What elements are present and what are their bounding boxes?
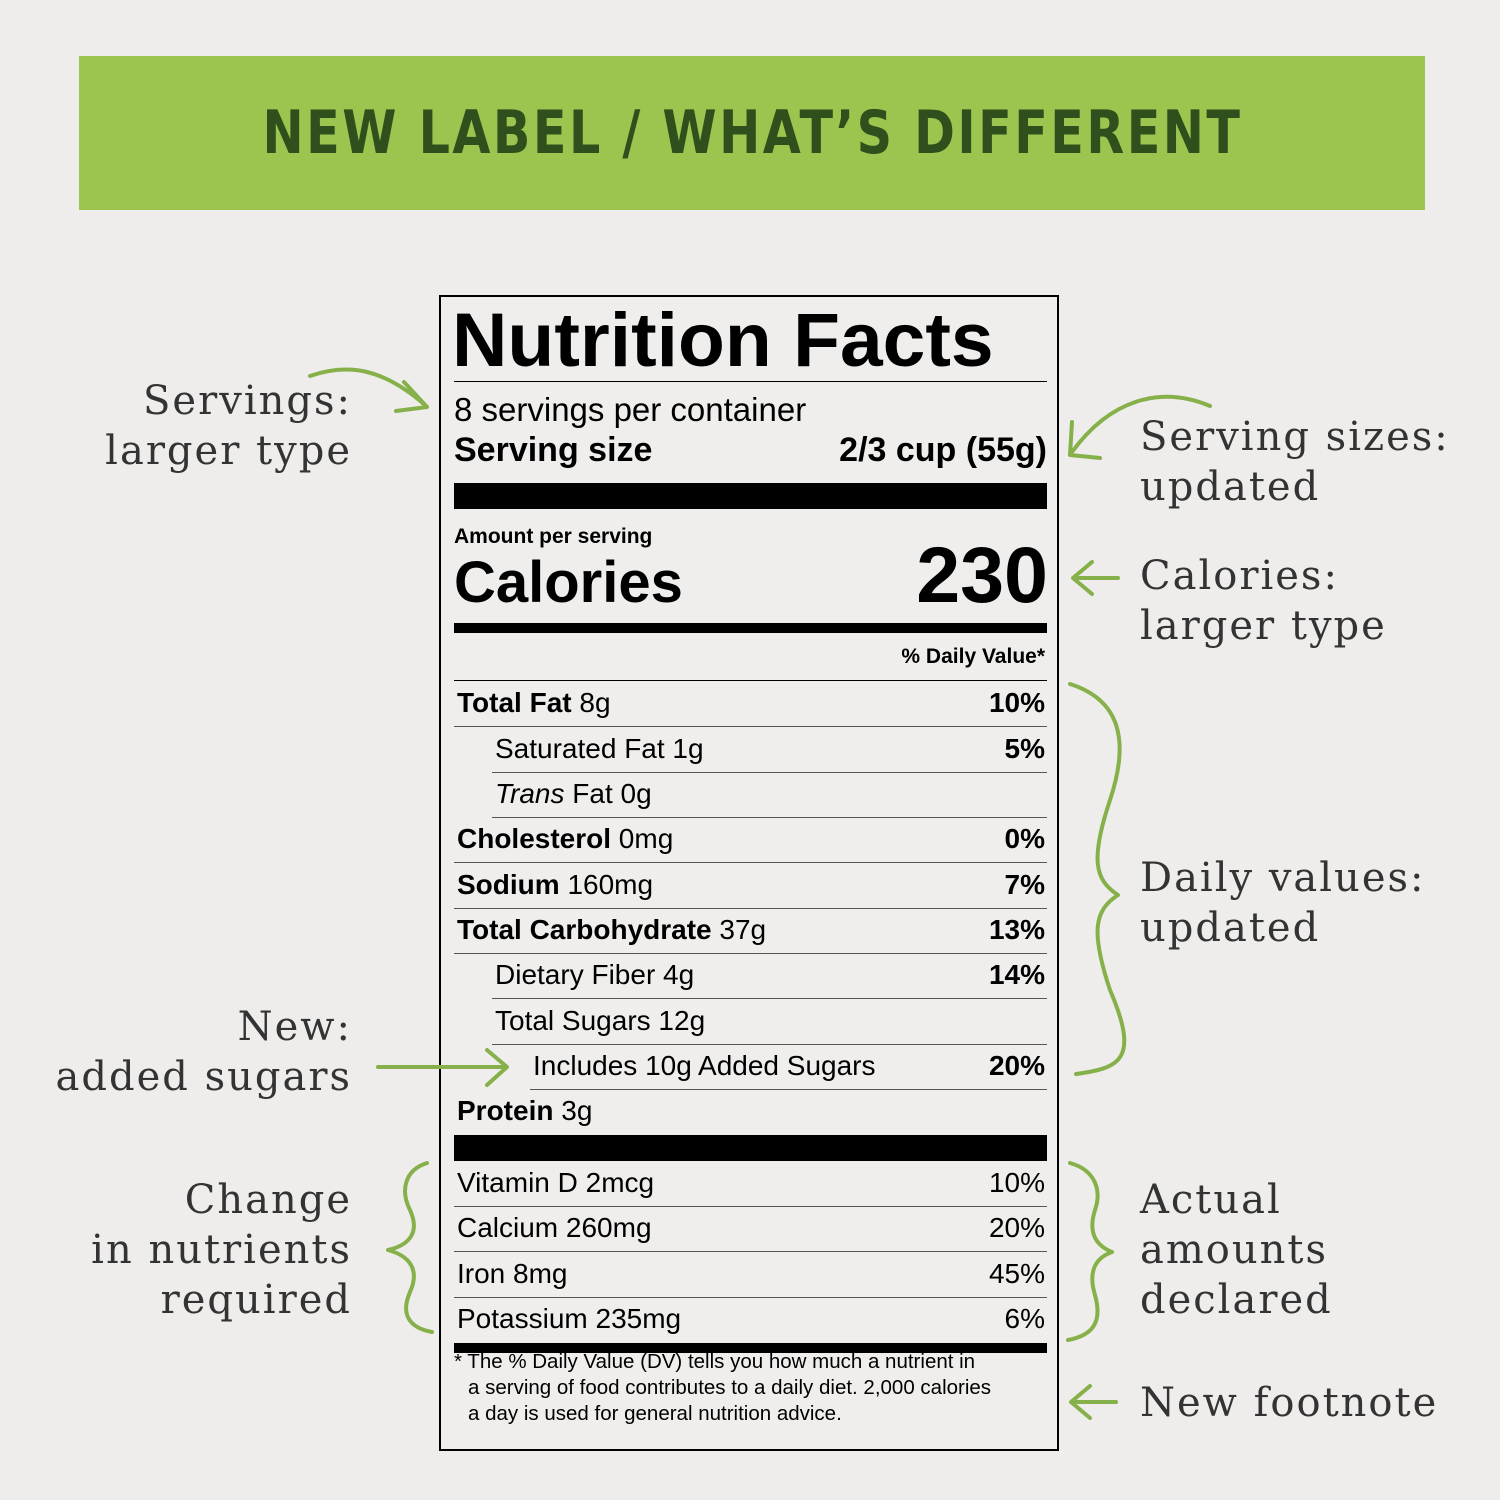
vitamin-row-potassium: Potassium 235mg 6% — [454, 1297, 1047, 1342]
annotation-serving-sizes: Serving sizes: updated — [1140, 412, 1450, 512]
vitamin-row-calcium: Calcium 260mg 20% — [454, 1206, 1047, 1252]
banner-title: NEW LABEL / WHAT’S DIFFERENT — [262, 98, 1242, 168]
brace-icon — [386, 1161, 434, 1334]
calories-value: 230 — [916, 530, 1048, 619]
nutrient-row-protein: Protein 3g — [454, 1089, 1047, 1134]
annotation-line: Calories: — [1140, 553, 1339, 599]
annotation-calories: Calories: larger type — [1140, 551, 1387, 651]
annotation-servings: Servings: larger type — [105, 376, 352, 476]
vitamin-name: Potassium 235mg — [457, 1303, 682, 1334]
footnote-line: a day is used for general nutrition advi… — [468, 1402, 842, 1425]
annotation-line: declared — [1140, 1277, 1333, 1323]
thick-divider — [454, 483, 1047, 509]
nutrient-percent: 0% — [1004, 823, 1045, 854]
medium-divider — [454, 623, 1047, 633]
vitamin-name: Iron 8mg — [457, 1258, 568, 1289]
nutrient-row-trans-fat: Trans Fat 0g — [492, 772, 1047, 818]
nutrition-label: Nutrition Facts 8 servings per container… — [439, 295, 1059, 1451]
serving-size-value: 2/3 cup (55g) — [839, 431, 1047, 469]
annotation-line: larger type — [105, 428, 352, 474]
annotation-line: added sugars — [55, 1054, 352, 1100]
annotation-line: required — [160, 1277, 352, 1323]
annotation-line: Daily values: — [1140, 855, 1426, 901]
annotation-line: updated — [1140, 905, 1321, 951]
label-title: Nutrition Facts — [452, 298, 994, 383]
annotation-line: amounts — [1140, 1227, 1328, 1273]
annotation-line: New: — [237, 1004, 352, 1050]
nutrient-percent: 5% — [1004, 733, 1045, 764]
arrow-icon — [308, 367, 427, 407]
annotation-line: larger type — [1140, 603, 1387, 649]
annotation-line: Change — [184, 1177, 352, 1223]
nutrient-name: Saturated Fat 1g — [495, 733, 704, 764]
vitamin-row-vitamin-d: Vitamin D 2mcg 10% — [454, 1161, 1047, 1207]
nutrient-row-cholesterol: Cholesterol 0mg 0% — [454, 817, 1047, 863]
nutrient-name: Trans Fat 0g — [495, 778, 652, 809]
brace-icon — [1066, 1161, 1114, 1342]
nutrient-row-saturated-fat: Saturated Fat 1g 5% — [492, 727, 1047, 773]
nutrient-row-total-carbohydrate: Total Carbohydrate 37g 13% — [454, 908, 1047, 954]
arrow-head-icon — [394, 380, 429, 413]
footnote-line: a serving of food contributes to a daily… — [468, 1376, 992, 1399]
annotation-nutrients-required: Change in nutrients required — [91, 1175, 352, 1325]
nutrient-percent: 20% — [988, 1050, 1045, 1081]
nutrient-row-sodium: Sodium 160mg 7% — [454, 863, 1047, 909]
brace-icon — [1068, 682, 1127, 1076]
vitamin-name: Vitamin D 2mcg — [457, 1167, 655, 1198]
thick-divider — [454, 1135, 1047, 1161]
nutrient-name: Sodium 160mg — [457, 869, 654, 900]
vitamin-percent: 6% — [1004, 1303, 1045, 1334]
annotation-added-sugars: New: added sugars — [56, 1002, 352, 1102]
annotation-footnote: New footnote — [1140, 1378, 1438, 1428]
nutrient-name: Protein 3g — [457, 1095, 593, 1126]
nutrient-row-total-sugars: Total Sugars 12g — [492, 999, 1047, 1045]
nutrient-name: Total Fat 8g — [457, 687, 611, 718]
annotation-line: Actual — [1140, 1177, 1282, 1223]
serving-size-label: Serving size — [454, 431, 653, 469]
vitamin-percent: 20% — [988, 1212, 1045, 1243]
annotation-daily-values: Daily values: updated — [1140, 853, 1426, 953]
nutrient-row-added-sugars: Includes 10g Added Sugars 20% — [530, 1044, 1047, 1090]
vitamin-percent: 45% — [988, 1258, 1045, 1289]
nutrient-name: Dietary Fiber 4g — [495, 959, 695, 990]
arrow-head-icon — [1071, 560, 1094, 596]
arrow-head-icon — [1068, 420, 1102, 460]
divider — [454, 680, 1047, 681]
nutrient-percent: 13% — [988, 914, 1045, 945]
annotation-line: in nutrients — [91, 1227, 352, 1273]
annotation-line: New footnote — [1140, 1380, 1439, 1426]
servings-per-container: 8 servings per container — [454, 391, 807, 428]
daily-value-header: % Daily Value* — [901, 645, 1045, 668]
arrow-head-icon — [1069, 1384, 1092, 1420]
annotation-actual-amounts: Actual amounts declared — [1140, 1175, 1333, 1325]
nutrient-name: Total Sugars 12g — [495, 1005, 706, 1036]
nutrient-name: Includes 10g Added Sugars — [533, 1050, 876, 1081]
nutrient-percent: 14% — [988, 959, 1045, 990]
medium-divider — [454, 1343, 1047, 1353]
vitamin-row-iron: Iron 8mg 45% — [454, 1252, 1047, 1298]
nutrient-name: Total Carbohydrate 37g — [457, 914, 767, 945]
nutrient-percent: 10% — [988, 687, 1045, 718]
annotation-line: Servings: — [143, 378, 352, 424]
footnote: * The % Daily Value (DV) tells you how m… — [454, 1349, 1054, 1427]
nutrient-row-total-fat: Total Fat 8g 10% — [454, 681, 1047, 727]
header-banner: NEW LABEL / WHAT’S DIFFERENT — [79, 56, 1425, 210]
calories-label: Calories — [454, 550, 683, 615]
nutrient-row-dietary-fiber: Dietary Fiber 4g 14% — [492, 953, 1047, 999]
vitamin-name: Calcium 260mg — [457, 1212, 652, 1243]
nutrient-percent: 7% — [1004, 869, 1045, 900]
vitamin-percent: 10% — [988, 1167, 1045, 1198]
annotation-line: updated — [1140, 464, 1321, 510]
amount-per-serving: Amount per serving — [454, 525, 653, 548]
divider — [454, 381, 1047, 382]
annotation-line: Serving sizes: — [1140, 414, 1450, 460]
footnote-line: * The % Daily Value (DV) tells you how m… — [454, 1350, 976, 1373]
arrow-head-icon — [485, 1048, 509, 1087]
nutrient-name: Cholesterol 0mg — [457, 823, 674, 854]
arrow-icon — [1070, 394, 1212, 454]
